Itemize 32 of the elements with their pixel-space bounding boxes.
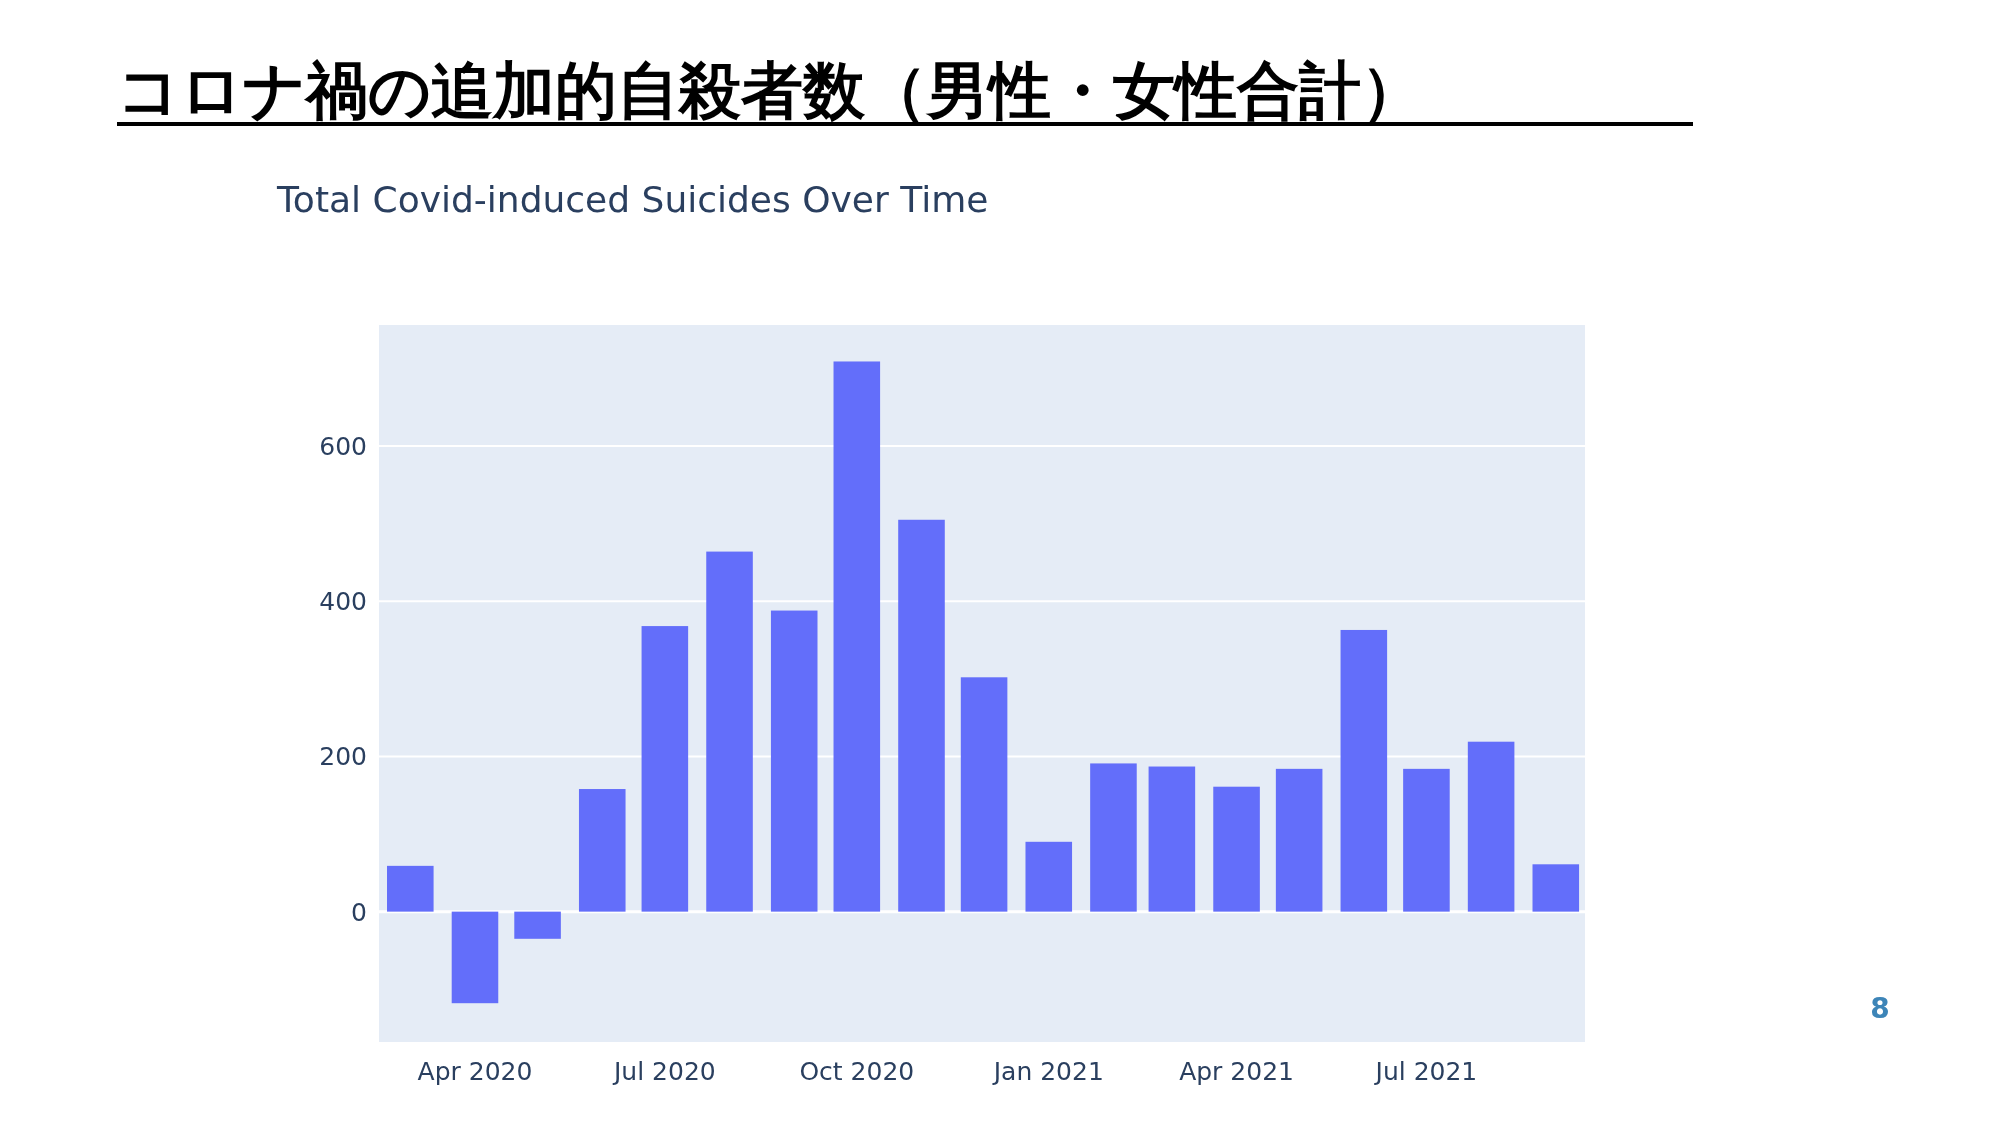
y-tick-label: 200 — [319, 742, 367, 772]
chart-title: コロナ禍の追加的自殺者数（男性・女性合計） — [117, 54, 1423, 127]
y-tick-label: 400 — [319, 587, 367, 617]
bar — [770, 610, 818, 912]
x-tick-label: Apr 2020 — [417, 1057, 533, 1086]
bar — [1340, 629, 1388, 912]
x-tick-label: Jul 2021 — [1373, 1057, 1478, 1086]
y-tick-label: 600 — [319, 432, 367, 462]
bar — [1403, 768, 1450, 912]
bar — [960, 677, 1008, 912]
bar — [1467, 741, 1515, 912]
x-tick-label: Apr 2021 — [1179, 1057, 1294, 1086]
bar — [578, 789, 626, 912]
bar — [641, 626, 689, 912]
bar — [833, 361, 881, 912]
chart-subtitle: Total Covid-induced Suicides Over Time — [276, 179, 989, 220]
text: 8 — [1870, 992, 1890, 1025]
bar — [706, 551, 753, 912]
y-tick-label: 0 — [351, 897, 367, 927]
bar — [451, 911, 499, 1004]
bar — [898, 519, 945, 912]
bar — [1025, 841, 1073, 912]
bar — [1213, 786, 1260, 912]
bar — [387, 865, 434, 912]
bar — [1275, 768, 1323, 912]
bar — [1090, 763, 1137, 912]
bar — [1532, 864, 1580, 912]
x-tick-label: Jan 2021 — [991, 1057, 1104, 1086]
bar — [1148, 766, 1196, 912]
bar — [514, 911, 561, 939]
x-tick-label: Oct 2020 — [799, 1057, 915, 1086]
x-tick-label: Jul 2020 — [611, 1057, 716, 1086]
